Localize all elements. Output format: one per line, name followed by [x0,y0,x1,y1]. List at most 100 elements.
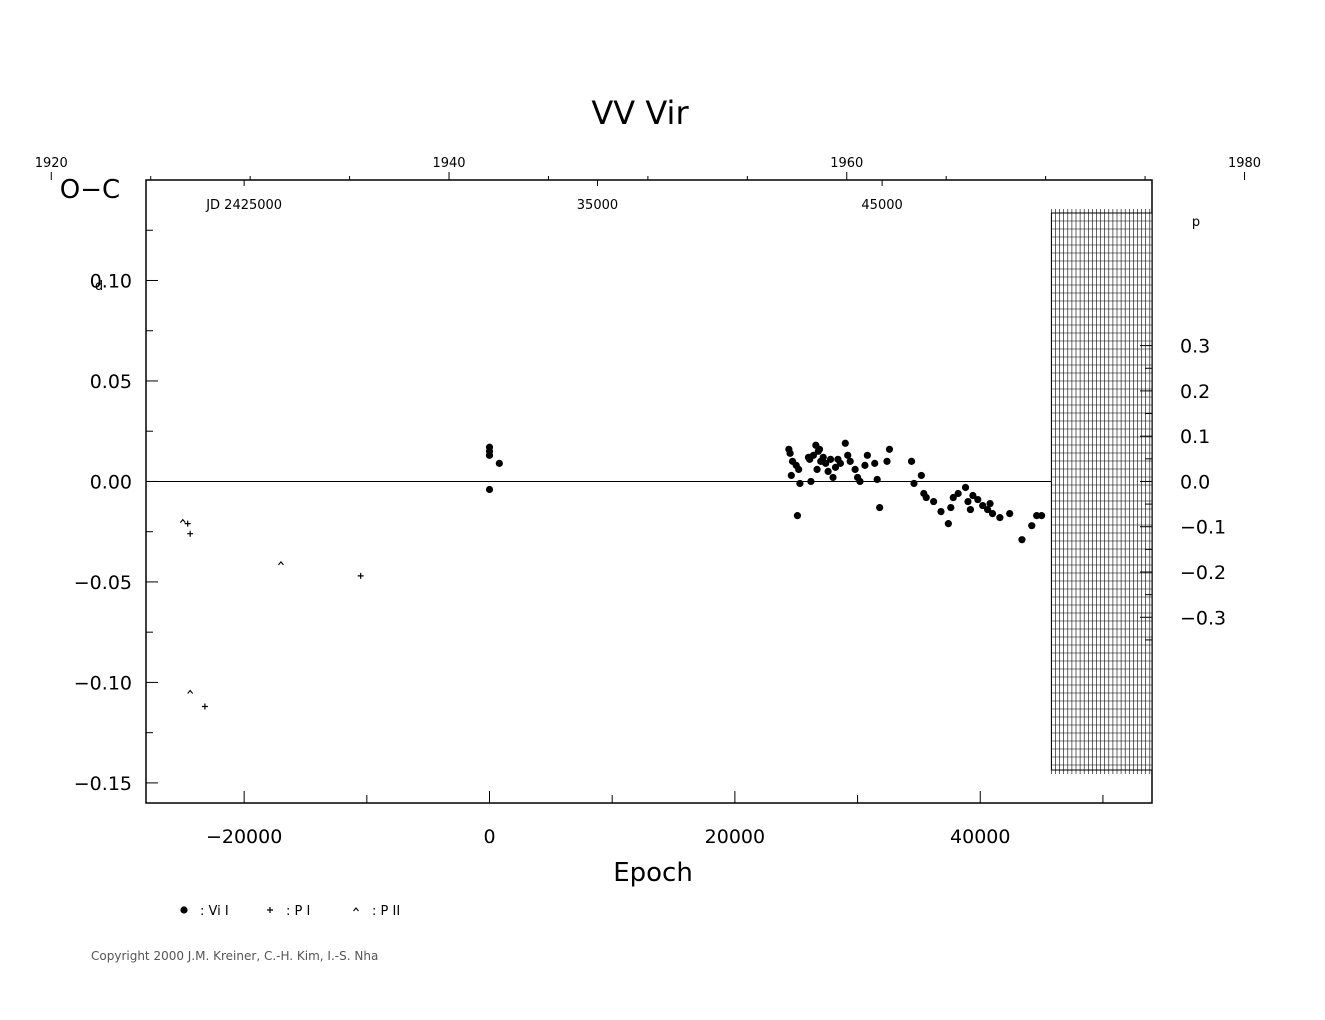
data-point-vi-i [1006,510,1014,518]
data-point-p-i [357,572,364,579]
data-point-vi-i [974,495,982,504]
legend-label: : P II [372,904,400,919]
y-tick-label: 0.10 [90,270,132,292]
x-tick-label: 20000 [705,826,765,848]
data-point-vi-i [883,457,891,465]
data-point-p-ii [187,689,194,694]
right-tick-label: −0.2 [1180,562,1226,584]
data-point-vi-i [988,510,997,518]
future-grid-region [1050,209,1153,774]
data-point-vi-i [485,447,494,455]
right-tick-label: 0.3 [1180,336,1210,358]
plot-border [145,179,1153,804]
data-point-vi-i [1028,522,1036,530]
x-tick-label: −20000 [206,826,282,848]
data-point-vi-i [944,520,952,528]
data-point-vi-i [937,507,945,516]
y-axis-title: O−C [60,175,120,205]
jd-label: 45000 [861,198,902,213]
data-point-p-ii [278,560,284,566]
data-point-vi-i [844,451,852,459]
data-point-vi-i [996,514,1004,522]
data-point-vi-i [786,449,794,457]
x-axis-title: Epoch [613,858,693,888]
x-tick-label: 40000 [950,826,1010,848]
x-tick-label: 0 [483,826,495,848]
data-point-vi-i [871,459,879,467]
y-tick-label: −0.15 [74,773,132,795]
legend-label: : Vi I [200,904,229,919]
y-unit-left: d [95,279,103,294]
data-point-p-i [267,907,273,913]
y-tick-label: 0.00 [90,471,132,493]
data-point-p-i [201,703,208,710]
right-tick-label: −0.1 [1180,517,1226,539]
data-point-vi-i [861,461,869,469]
jd-label: 35000 [577,198,618,213]
y-tick-label: 0.05 [90,371,132,393]
year-tick-label: 1980 [1228,156,1261,171]
data-point-vi-i [787,471,795,480]
data-point-vi-i [793,512,802,520]
data-point-vi-i [966,505,975,514]
plot-frame [145,179,1153,804]
right-tick-label: 0.2 [1180,381,1210,403]
data-point-p-ii [353,907,359,912]
y-unit-right: p [1192,215,1200,230]
data-point-vi-i [815,445,824,453]
data-point-vi-i [954,489,962,498]
data-point-vi-i [876,503,884,512]
year-tick-label: 1920 [35,156,68,171]
axis-labels: VV Vir O−C Epoch −20000 0 20000 40000 −0.15 −0.1… [35,94,1261,888]
future-region-box [1050,212,1153,771]
right-tick-label: 0.1 [1180,426,1210,448]
data-point-vi-i [807,477,815,486]
data-point-vi-i [795,465,803,473]
year-tick-label: 1940 [432,156,465,171]
right-tick-label: −0.3 [1180,607,1226,629]
data-point-p-i [187,530,194,537]
data-point-vi-i [846,457,854,465]
data-point-vi-i [885,445,894,453]
data-point-vi-i [841,439,849,447]
data-point-vi-i [856,477,864,486]
data-point-vi-i [796,479,804,488]
data-point-vi-i [863,451,871,459]
data-point-vi-i [1037,512,1046,520]
data-point-vi-i [813,465,821,473]
data-point-vi-i [831,463,840,471]
data-point-vi-i [824,467,832,476]
data-point-vi-i [964,497,972,506]
data-point-vi-i [907,457,916,465]
legend: : Vi I : P I : P II [180,904,400,919]
data-point-vi-i [851,465,859,473]
data-point-vi-i [910,479,918,488]
right-tick-label: 0.0 [1180,471,1210,493]
data-point-vi-i [961,483,970,492]
data-point-vi-i [826,455,835,463]
legend-label: : P I [286,904,310,919]
data-point-vi-i [180,906,188,914]
jd-label: JD 2425000 [205,198,282,213]
year-tick-label: 1960 [830,156,863,171]
copyright-text: Copyright 2000 J.M. Kreiner, C.-H. Kim, … [91,949,379,963]
data-point-vi-i [922,493,930,502]
data-point-vi-i [873,475,881,484]
data-point-vi-i [949,493,957,502]
data-point-p-ii [179,518,186,523]
data-point-vi-i [984,505,992,514]
y-tick-label: −0.05 [74,572,132,594]
data-point-vi-i [986,499,994,508]
data-point-vi-i [822,459,830,467]
chart-title: VV Vir [591,94,689,132]
data-points [179,439,1046,710]
data-point-vi-i [979,501,987,510]
data-point-vi-i [809,451,817,459]
data-point-vi-i [829,473,837,482]
data-point-vi-i [485,485,494,494]
axis-ticks [50,172,1246,803]
data-point-vi-i [836,459,844,467]
data-point-vi-i [969,491,977,500]
data-point-p-i [184,520,191,527]
